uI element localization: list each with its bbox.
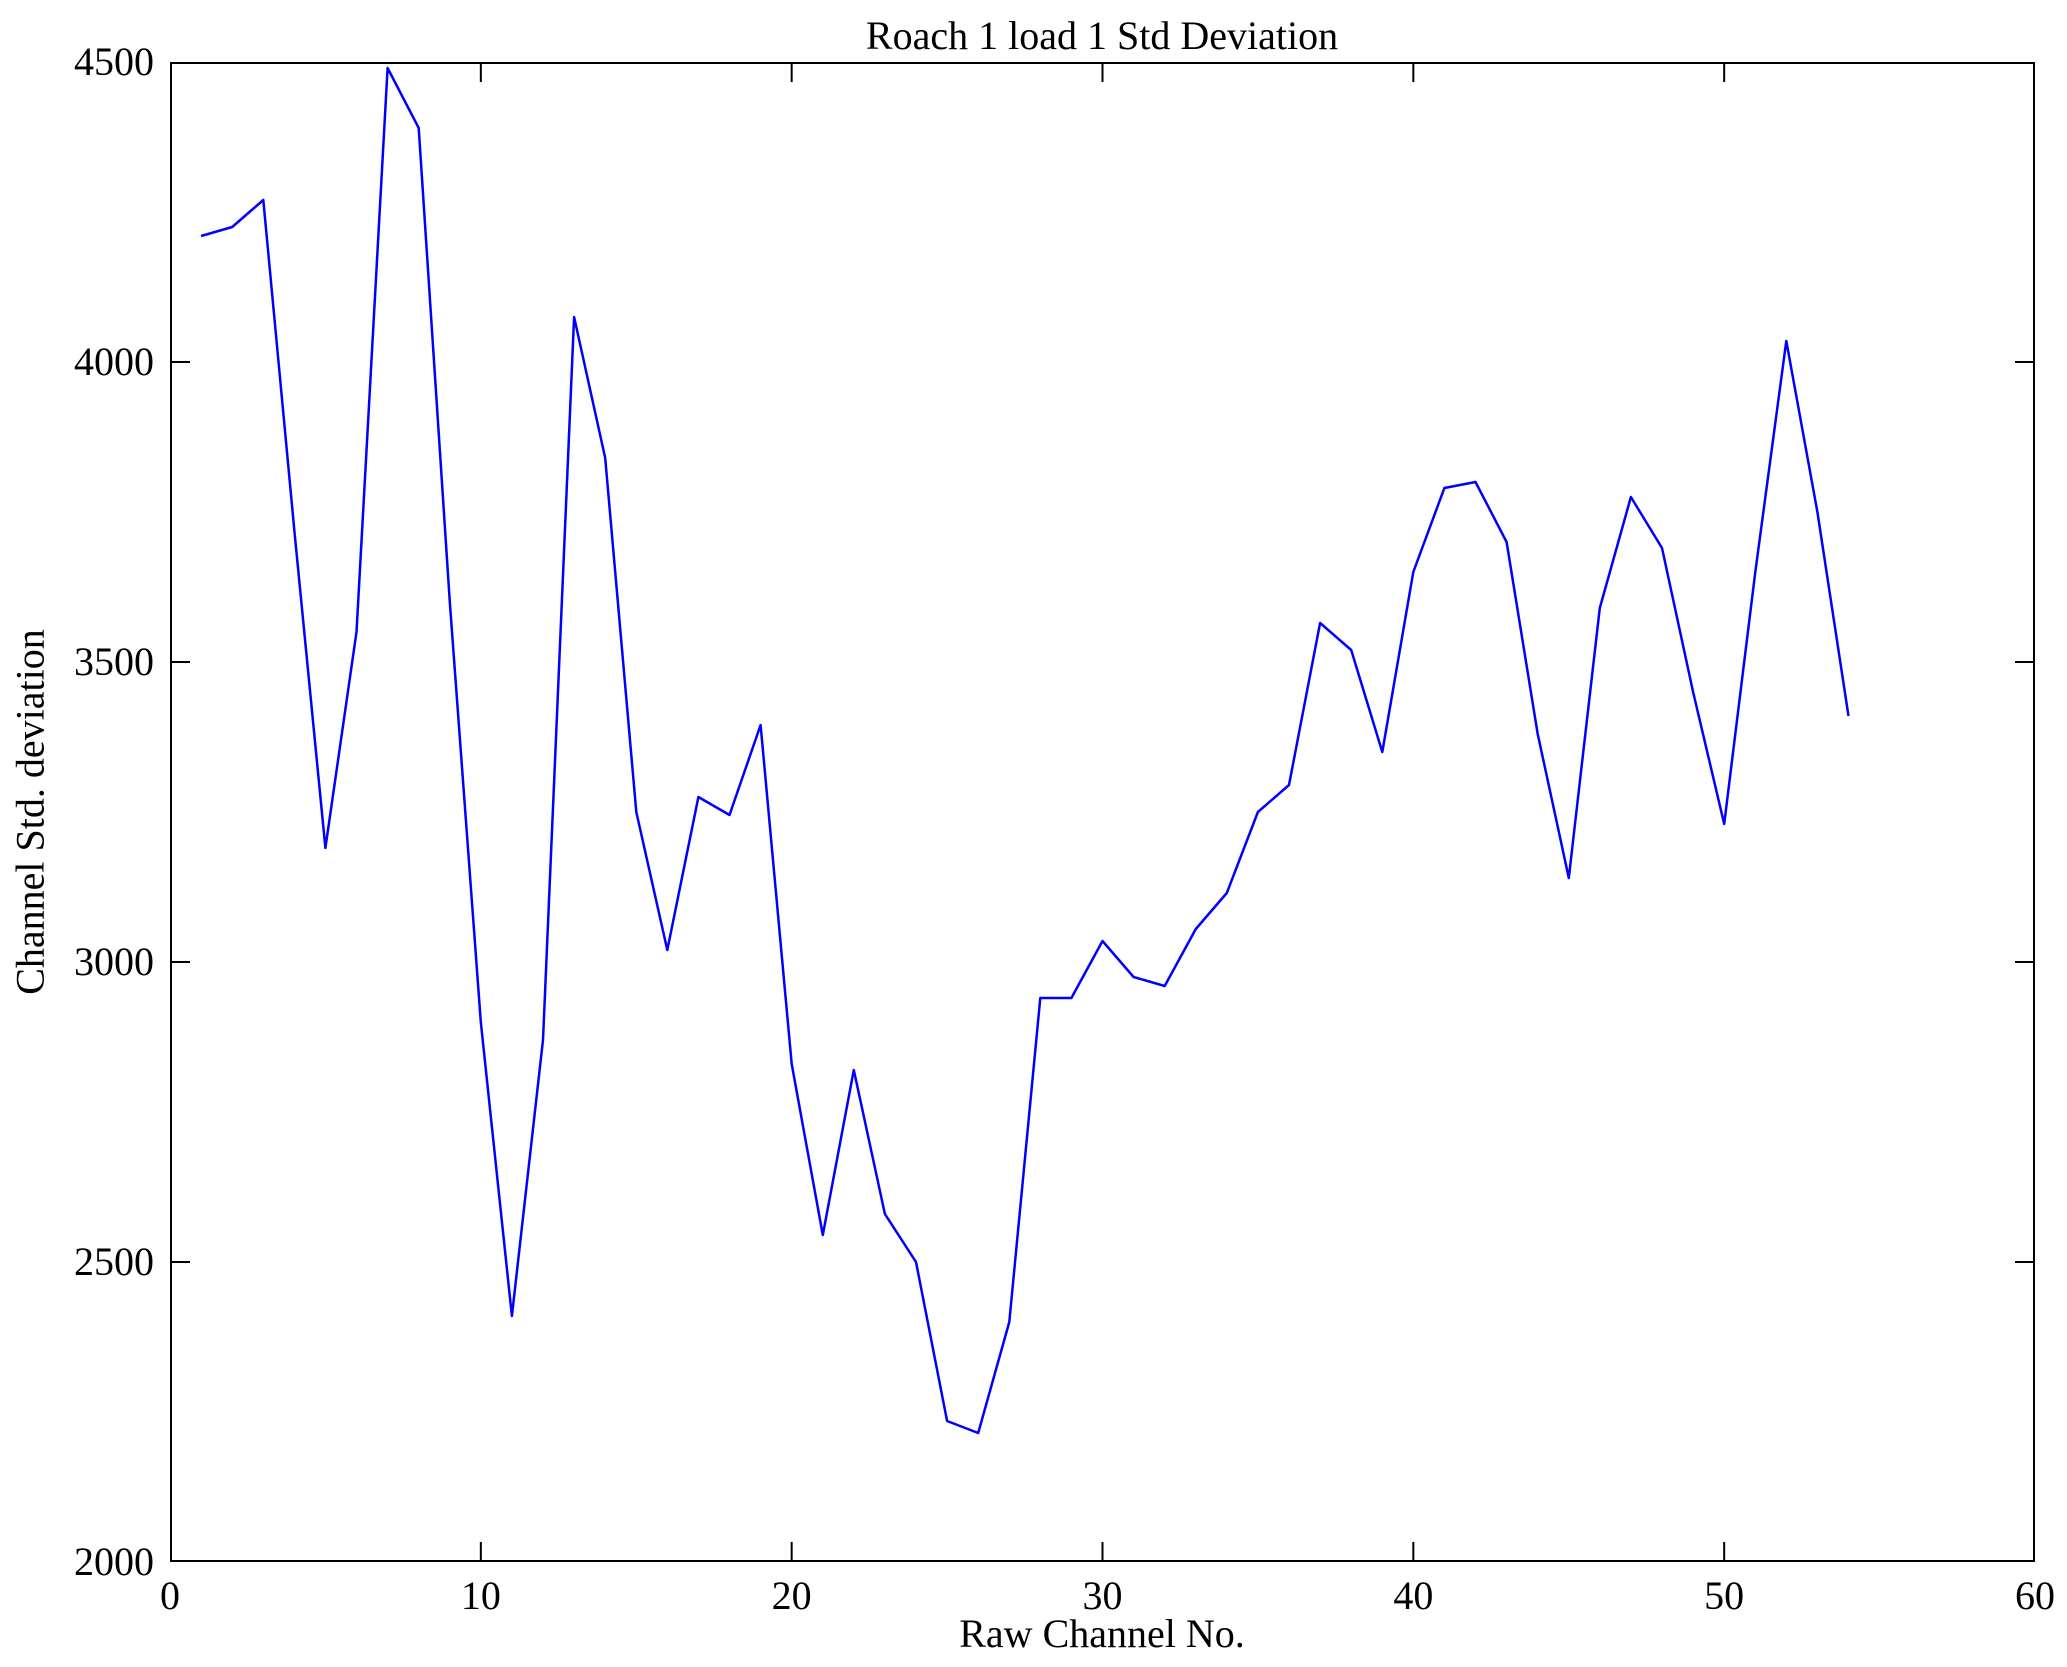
x-tick-label: 0 bbox=[160, 1573, 180, 1618]
y-tick-label: 2500 bbox=[74, 1239, 154, 1284]
x-tick-label: 10 bbox=[460, 1573, 501, 1618]
chart-title: Roach 1 load 1 Std Deviation bbox=[865, 13, 1339, 58]
y-axis-label: Channel Std. deviation bbox=[7, 629, 53, 995]
y-tick-label: 2000 bbox=[74, 1539, 154, 1584]
y-tick-label: 3000 bbox=[74, 939, 154, 984]
data-series-line bbox=[200, 66, 1850, 1435]
y-tick-label: 4000 bbox=[74, 339, 154, 384]
x-tick-label: 50 bbox=[1704, 1573, 1745, 1618]
y-tick-label: 4500 bbox=[74, 39, 154, 84]
x-tick-label: 60 bbox=[2015, 1573, 2055, 1618]
axis-box bbox=[170, 62, 2035, 1562]
x-tick-label: 30 bbox=[1082, 1573, 1123, 1618]
plot-area bbox=[170, 62, 2035, 1562]
x-tick-label: 40 bbox=[1393, 1573, 1434, 1618]
x-axis-label: Raw Channel No. bbox=[959, 1611, 1245, 1656]
y-tick-label: 3500 bbox=[74, 639, 154, 684]
x-tick-label: 20 bbox=[771, 1573, 812, 1618]
